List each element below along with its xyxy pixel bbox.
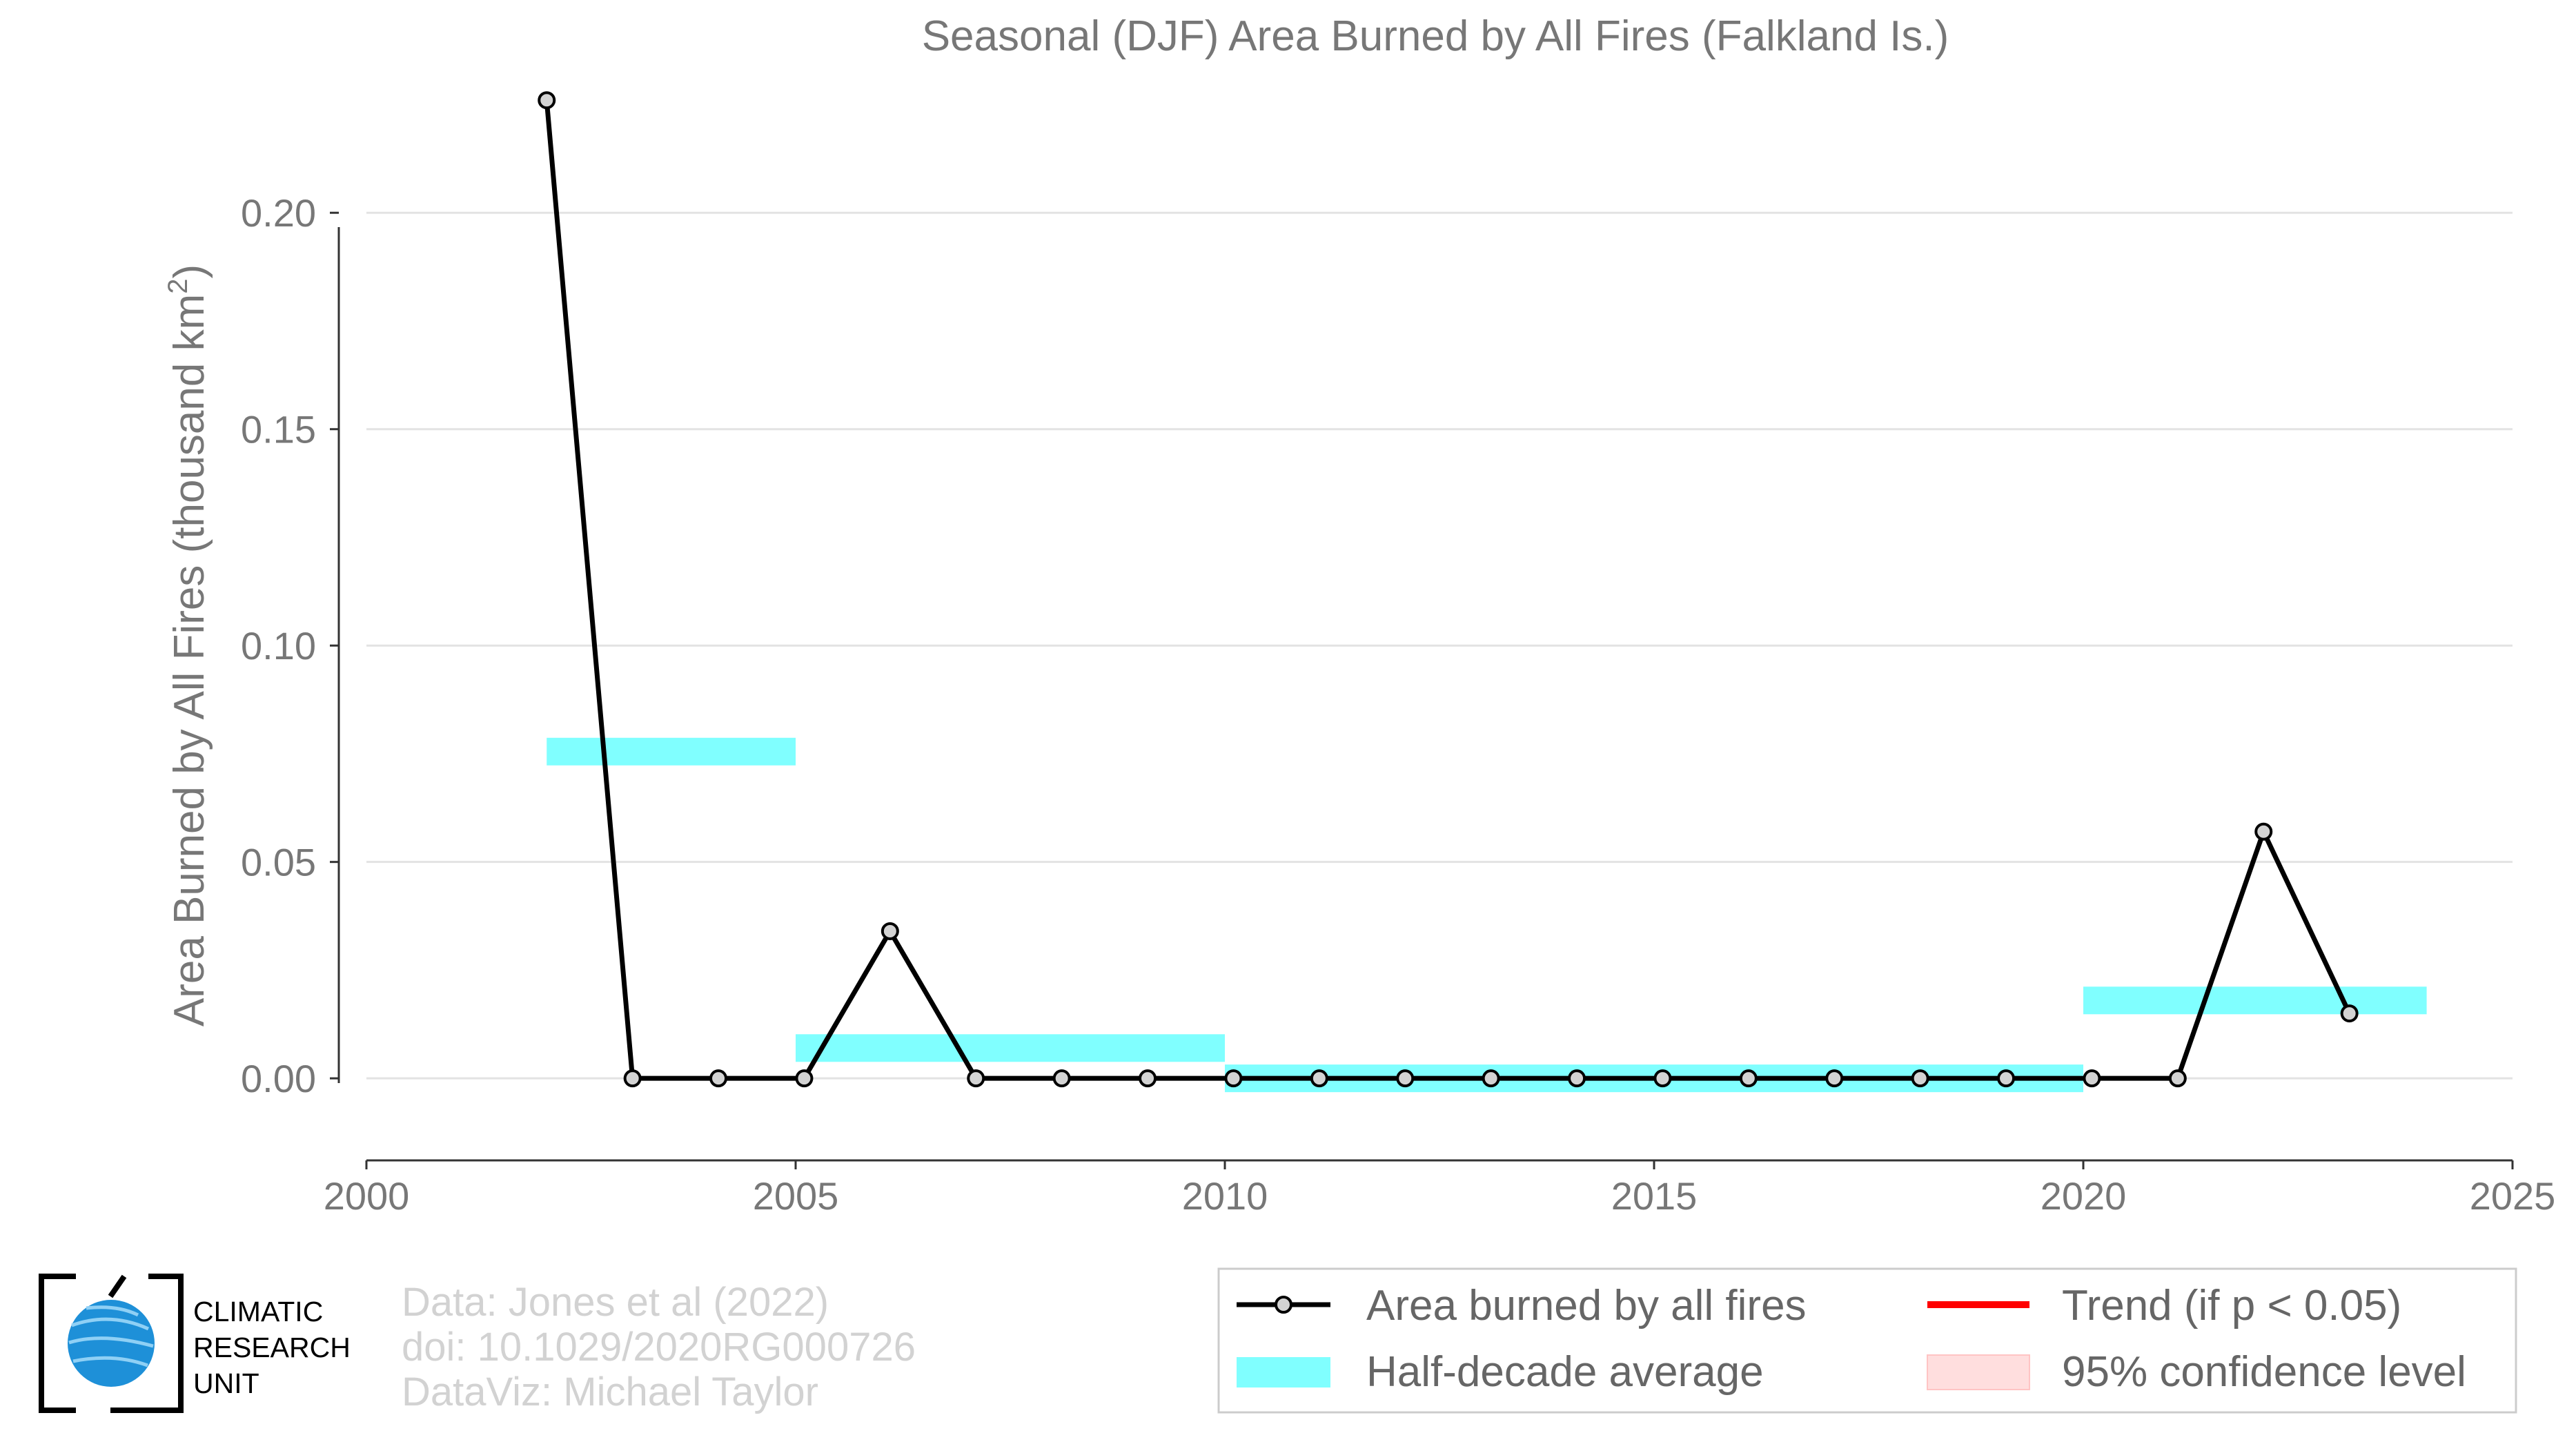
credit-dataviz: DataViz: Michael Taylor xyxy=(402,1370,818,1414)
data-point-3 xyxy=(795,1069,814,1088)
data-point-12 xyxy=(1568,1069,1586,1088)
data-point-2 xyxy=(709,1069,728,1088)
half-decade-bar-3 xyxy=(2083,986,2427,1015)
half-decade-bar-0 xyxy=(547,737,796,766)
data-point-8 xyxy=(1224,1069,1243,1088)
credit-doi: doi: 10.1029/2020RG000726 xyxy=(402,1325,916,1370)
y-axis-label-superscript: 2 xyxy=(163,279,193,294)
y-tick-label-1: 0.05 xyxy=(241,841,316,884)
legend-frame xyxy=(1217,1267,2517,1414)
series-area-burned xyxy=(538,91,2359,1088)
data-point-18 xyxy=(2083,1069,2101,1088)
x-tick-label-5: 2025 xyxy=(2470,1174,2556,1218)
data-point-14 xyxy=(1739,1069,1758,1088)
legend-label-confidence: 95% confidence level xyxy=(2062,1348,2466,1396)
data-point-1 xyxy=(623,1069,642,1088)
y-axis-label: Area Burned by All Fires (thousand km2) xyxy=(163,264,213,1026)
data-point-0 xyxy=(538,91,556,110)
legend: Area burned by all fires Trend (if p < 0… xyxy=(1217,1267,2517,1414)
logo-line-2: RESEARCH xyxy=(193,1332,351,1363)
x-tick-label-2: 2010 xyxy=(1182,1174,1268,1218)
y-axis-label-main: Area Burned by All Fires (thousand km xyxy=(166,294,213,1026)
data-point-10 xyxy=(1396,1069,1415,1088)
series-line-0 xyxy=(544,99,2352,1081)
data-point-15 xyxy=(1825,1069,1844,1088)
globe-icon xyxy=(68,1300,155,1387)
legend-label-trend: Trend (if p < 0.05) xyxy=(2062,1282,2401,1330)
data-point-13 xyxy=(1653,1069,1672,1088)
x-tick-label-3: 2015 xyxy=(1611,1174,1698,1218)
data-point-7 xyxy=(1139,1069,1157,1088)
y-axis-label-close: ) xyxy=(166,264,213,279)
legend-entry-area-burned: Area burned by all fires xyxy=(1237,1282,1807,1330)
legend-confidence-swatch xyxy=(1927,1354,2030,1390)
legend-entry-confidence: 95% confidence level xyxy=(1927,1348,2466,1396)
logo-frame-slash xyxy=(108,1274,127,1298)
y-tick-label-3: 0.15 xyxy=(241,408,316,451)
data-point-20 xyxy=(2254,822,2273,841)
gridlines xyxy=(366,211,2513,1080)
half-decade-bar-1 xyxy=(796,1034,1225,1062)
x-tick-label-1: 2005 xyxy=(753,1174,839,1218)
credit-data-source: Data: Jones et al (2022) xyxy=(402,1280,829,1325)
y-tick-label-4: 0.20 xyxy=(241,191,316,235)
data-point-9 xyxy=(1310,1069,1328,1088)
data-point-19 xyxy=(2168,1069,2187,1088)
data-point-21 xyxy=(2340,1004,2359,1023)
y-axis-ticks: 0.00 0.05 0.10 0.15 0.20 xyxy=(241,191,339,1100)
legend-entry-half-decade: Half-decade average xyxy=(1237,1348,1764,1396)
legend-label-half-decade: Half-decade average xyxy=(1366,1348,1764,1396)
data-credits: Data: Jones et al (2022) doi: 10.1029/20… xyxy=(402,1280,916,1414)
x-tick-label-0: 2000 xyxy=(324,1174,410,1218)
legend-entry-trend: Trend (if p < 0.05) xyxy=(1927,1282,2401,1330)
logo-frame xyxy=(39,1274,184,1413)
data-point-17 xyxy=(1997,1069,2016,1088)
data-point-16 xyxy=(1911,1069,1929,1088)
y-tick-label-0: 0.00 xyxy=(241,1057,316,1100)
data-point-6 xyxy=(1052,1069,1071,1088)
legend-label-area-burned: Area burned by all fires xyxy=(1366,1282,1807,1330)
data-point-5 xyxy=(967,1069,985,1088)
logo-line-3: UNIT xyxy=(193,1367,259,1399)
chart-title: Seasonal (DJF) Area Burned by All Fires … xyxy=(922,12,1949,60)
y-tick-label-2: 0.10 xyxy=(241,624,316,668)
data-point-4 xyxy=(881,922,899,940)
logo-line-1: CLIMATIC xyxy=(193,1296,323,1327)
cru-logo: CLIMATIC RESEARCH UNIT xyxy=(39,1274,351,1413)
x-axis-ticks: 2000 2005 2010 2015 2020 2025 xyxy=(324,1160,2556,1218)
legend-marker-swatch xyxy=(1275,1296,1292,1314)
data-point-11 xyxy=(1482,1069,1500,1088)
legend-half-decade-swatch xyxy=(1237,1357,1330,1387)
x-tick-label-4: 2020 xyxy=(2041,1174,2127,1218)
